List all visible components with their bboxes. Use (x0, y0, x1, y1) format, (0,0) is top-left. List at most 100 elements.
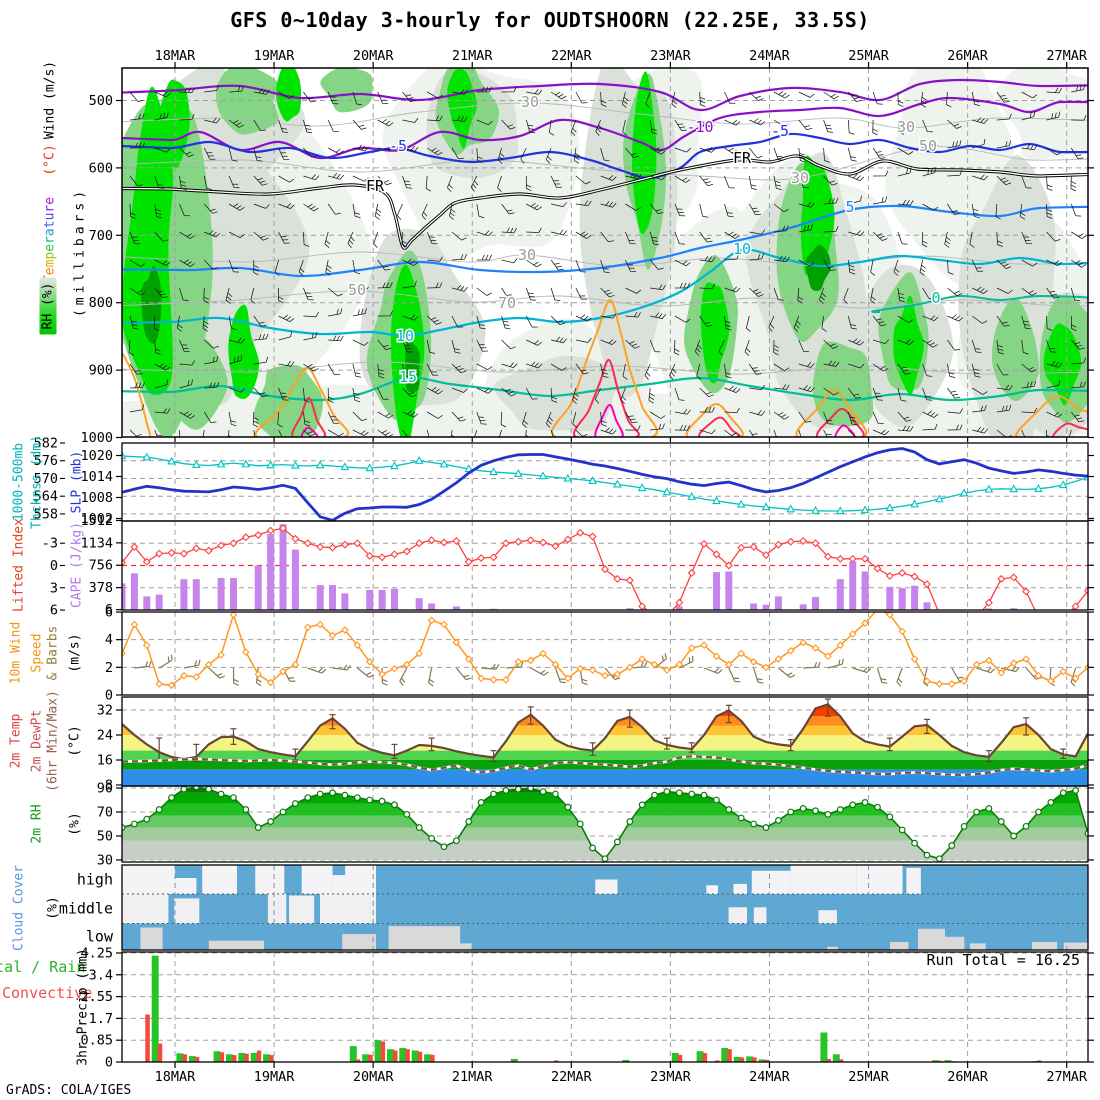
axis-label-2m-dewpt: 2m DewPt (29, 709, 45, 773)
axis-label-2m-temp: 2m Temp (8, 713, 24, 769)
svg-text:30: 30 (791, 169, 809, 187)
svg-text:27MAR: 27MAR (1046, 1069, 1088, 1085)
axis-label-temp-unit: (°C) (42, 144, 58, 176)
axis-label-10m-wind: 10m Wind (8, 621, 24, 685)
svg-text:18MAR: 18MAR (155, 48, 197, 64)
legend-convective: Convective (2, 984, 93, 1002)
axis-label-thickness-2: Thcknss (dm) (29, 435, 45, 529)
svg-text:23MAR: 23MAR (650, 1069, 692, 1085)
svg-text:FR: FR (366, 177, 385, 195)
svg-text:30: 30 (897, 118, 915, 136)
axis-label-rh-unit: (%) (67, 812, 83, 836)
svg-text:800: 800 (89, 295, 113, 311)
svg-text:10: 10 (396, 327, 414, 345)
svg-text:19MAR: 19MAR (254, 48, 296, 64)
svg-text:1008: 1008 (80, 490, 113, 506)
svg-text:5: 5 (845, 198, 854, 216)
svg-text:558: 558 (34, 506, 58, 522)
svg-text:1134: 1134 (80, 535, 113, 551)
svg-text:756: 756 (89, 558, 113, 574)
svg-text:2: 2 (105, 660, 113, 676)
svg-text:3.4: 3.4 (89, 967, 113, 983)
svg-text:low: low (86, 928, 114, 946)
page-title: GFS 0~10day 3-hourly for OUDTSHOORN (22.… (230, 8, 870, 32)
svg-text:10: 10 (733, 240, 751, 258)
svg-text:582: 582 (34, 436, 58, 452)
svg-text:700: 700 (89, 228, 113, 244)
svg-text:8: 8 (105, 778, 113, 794)
axis-label-cape: CAPE (J/kg) (69, 521, 85, 609)
svg-text:900: 900 (89, 363, 113, 379)
svg-text:0: 0 (931, 289, 940, 307)
svg-text:30: 30 (521, 93, 539, 111)
grads-credit: GrADS: COLA/IGES (6, 1083, 132, 1098)
axis-label-millibars: (millibars) (72, 186, 88, 318)
axis-label-thickness-1: 1000-500mb (11, 442, 27, 522)
svg-text:23MAR: 23MAR (650, 48, 692, 64)
svg-text:24MAR: 24MAR (749, 48, 791, 64)
svg-text:4.25: 4.25 (80, 945, 113, 961)
svg-text:50: 50 (348, 281, 366, 299)
svg-text:FR: FR (733, 149, 752, 167)
run-total: Run Total = 16.25 (926, 951, 1080, 969)
axis-label-rh-chip: RH (%) (39, 277, 57, 335)
svg-text:middle: middle (59, 900, 113, 918)
legend-total-rain: Total / Rain (0, 958, 86, 976)
axis-label-wind: Wind (m/s) (42, 60, 58, 140)
svg-text:6: 6 (105, 605, 113, 621)
svg-text:30: 30 (97, 852, 113, 868)
svg-text:24MAR: 24MAR (749, 1069, 791, 1085)
svg-text:19MAR: 19MAR (254, 1069, 296, 1085)
svg-text:0: 0 (105, 1055, 113, 1071)
svg-text:0.85: 0.85 (80, 1033, 113, 1049)
svg-text:90: 90 (97, 781, 113, 797)
svg-text:0: 0 (50, 558, 58, 574)
axis-label-precip: 3hr Precip (mm) (75, 948, 91, 1066)
svg-text:50: 50 (919, 137, 937, 155)
svg-text:378: 378 (89, 580, 113, 596)
svg-text:6: 6 (50, 603, 58, 619)
axis-label-speed: Speed (29, 633, 45, 673)
svg-text:20MAR: 20MAR (353, 48, 395, 64)
axis-label-lifted-index: Lifted Index (11, 518, 27, 612)
svg-text:30: 30 (518, 246, 536, 264)
svg-text:27MAR: 27MAR (1046, 48, 1088, 64)
svg-text:1020: 1020 (80, 448, 113, 464)
svg-text:18MAR: 18MAR (155, 1069, 197, 1085)
svg-text:16: 16 (97, 753, 113, 769)
svg-text:25MAR: 25MAR (848, 48, 890, 64)
svg-text:21MAR: 21MAR (452, 1069, 494, 1085)
svg-text:6: 6 (105, 602, 113, 618)
svg-text:3: 3 (50, 580, 58, 596)
svg-text:22MAR: 22MAR (551, 48, 593, 64)
svg-text:-5: -5 (771, 122, 789, 140)
svg-text:1002: 1002 (80, 511, 113, 527)
svg-text:576: 576 (34, 453, 58, 469)
svg-text:32: 32 (97, 703, 113, 719)
axis-label-ms-unit: (m/s) (67, 633, 83, 673)
axis-label-cloud-unit: (%) (45, 896, 61, 920)
axis-label-temperature: Temperature (42, 196, 58, 283)
svg-text:15: 15 (399, 368, 417, 386)
svg-text:-10: -10 (686, 118, 713, 136)
svg-text:50: 50 (97, 828, 113, 844)
axis-label-minmax: (6hr Min/Max) (45, 690, 61, 792)
svg-text:-5: -5 (389, 137, 407, 155)
svg-text:high: high (77, 871, 113, 889)
svg-text:2.55: 2.55 (80, 989, 113, 1005)
axis-label-slp: SLP (mb) (69, 450, 85, 514)
svg-text:1000: 1000 (80, 430, 113, 446)
svg-text:70: 70 (498, 294, 516, 312)
svg-text:1014: 1014 (80, 469, 113, 485)
svg-text:70: 70 (97, 804, 113, 820)
svg-text:26MAR: 26MAR (947, 48, 989, 64)
svg-text:600: 600 (89, 160, 113, 176)
svg-text:-3: -3 (42, 536, 58, 552)
svg-text:20MAR: 20MAR (353, 1069, 395, 1085)
svg-text:570: 570 (34, 471, 58, 487)
svg-text:0: 0 (105, 688, 113, 704)
svg-text:4: 4 (105, 632, 113, 648)
svg-text:22MAR: 22MAR (551, 1069, 593, 1085)
svg-text:24: 24 (97, 728, 113, 744)
